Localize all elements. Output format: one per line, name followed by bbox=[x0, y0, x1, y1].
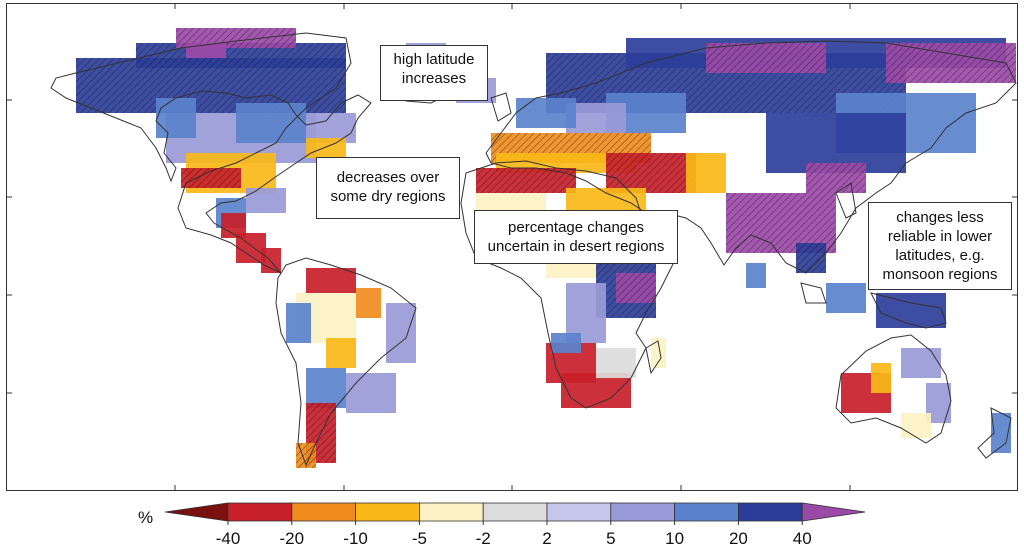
grid-cell-region bbox=[596, 348, 636, 378]
colorbar-tick-label: -10 bbox=[343, 529, 368, 548]
coastline bbox=[870, 292, 947, 329]
callout-line: latitudes, e.g. bbox=[895, 247, 985, 264]
callout-line: decreases over bbox=[336, 169, 440, 186]
grid-cell-region bbox=[326, 338, 356, 368]
callout-dry-regions: decreases over some dry regions bbox=[316, 157, 460, 219]
colorbar-bin bbox=[164, 502, 229, 522]
hatched-region bbox=[296, 443, 316, 468]
coastline bbox=[645, 340, 662, 375]
callout-monsoon: changes less reliable in lower latitudes… bbox=[868, 202, 1012, 290]
colorbar-tick-label: 2 bbox=[542, 529, 551, 548]
colorbar-tick-label: 10 bbox=[665, 529, 684, 548]
callout-line: reliable in lower bbox=[887, 228, 993, 245]
grid-cell-region bbox=[236, 103, 306, 143]
hatched-region bbox=[606, 153, 696, 193]
callout-line: uncertain in desert regions bbox=[487, 238, 665, 255]
colorbar-bin bbox=[291, 502, 356, 522]
grid-cell-region bbox=[516, 98, 576, 128]
colorbar-unit: % bbox=[138, 508, 153, 527]
map-ticks bbox=[6, 3, 1018, 491]
colorbar-bin bbox=[674, 502, 739, 522]
colorbar-bin bbox=[227, 502, 293, 522]
grid-cell-region bbox=[306, 138, 346, 158]
coastline bbox=[50, 32, 372, 274]
grid-cell-region bbox=[561, 373, 631, 408]
grid-cell-region bbox=[356, 288, 381, 318]
grid-cell-region bbox=[346, 373, 396, 413]
colorbar-tick-label: -40 bbox=[216, 529, 241, 548]
colorbar-bin bbox=[546, 502, 612, 522]
colorbar-bin bbox=[355, 502, 420, 522]
colorbar-tick-label: -20 bbox=[280, 529, 305, 548]
hatched-region bbox=[181, 168, 241, 188]
hatched-region bbox=[706, 43, 826, 73]
colorbar-bin bbox=[801, 502, 866, 522]
colorbar-tick-label: -2 bbox=[476, 529, 491, 548]
grid-cell-region bbox=[901, 348, 941, 378]
grid-cell-region bbox=[246, 188, 286, 213]
coastline bbox=[800, 282, 827, 304]
coastline bbox=[275, 257, 417, 467]
colorbar-tick-label: 20 bbox=[729, 529, 748, 548]
grid-cell-region bbox=[156, 98, 196, 138]
colorbar-legend: % -40 -20 -10 -5 -2 2 5 10 20 40 bbox=[138, 502, 866, 548]
callout-line: some dry regions bbox=[330, 188, 446, 205]
callout-line: monsoon regions bbox=[882, 266, 998, 283]
grid-cell-region bbox=[746, 263, 766, 288]
coastline bbox=[485, 40, 1017, 274]
colorbar-tick-label: 40 bbox=[793, 529, 812, 548]
colorbar-ticks: -40 -20 -10 -5 -2 2 5 10 20 40 bbox=[216, 521, 812, 548]
colorbar-bins bbox=[164, 502, 866, 522]
coastline bbox=[835, 182, 857, 219]
colorbar-bin bbox=[610, 502, 675, 522]
callout-line: increases bbox=[401, 70, 467, 87]
callout-line: high latitude bbox=[393, 51, 475, 68]
callout-line: changes less bbox=[896, 209, 984, 226]
grid-cell-region bbox=[286, 303, 311, 343]
hatched-region bbox=[886, 43, 1016, 83]
grid-cell-region bbox=[826, 283, 866, 313]
grid-cell-region bbox=[871, 363, 891, 393]
colorbar-bin bbox=[738, 502, 803, 522]
grid-cell-region bbox=[901, 413, 931, 438]
callout-line: percentage changes bbox=[508, 219, 644, 236]
grid-cell-region bbox=[306, 268, 356, 293]
grid-cell-region bbox=[386, 303, 416, 363]
colorbar-bin bbox=[482, 502, 548, 522]
grid-cell-region bbox=[876, 293, 946, 328]
colorbar-tick-label: -5 bbox=[412, 529, 427, 548]
grid-cell-region bbox=[306, 368, 346, 408]
coastline bbox=[490, 92, 512, 122]
callout-high-latitude: high latitude increases bbox=[380, 45, 488, 101]
coastline bbox=[977, 407, 1012, 459]
grid-cell-region bbox=[686, 153, 726, 193]
hatched-region bbox=[616, 273, 656, 303]
grid-cell-region bbox=[651, 338, 666, 368]
hatched-region bbox=[806, 163, 866, 193]
grid-cell-region bbox=[186, 43, 226, 58]
colorbar-tick-label: 5 bbox=[606, 529, 615, 548]
callout-desert: percentage changes uncertain in desert r… bbox=[474, 210, 678, 264]
coastline bbox=[835, 334, 952, 444]
colorbar-bin bbox=[418, 502, 484, 522]
grid-cell-region bbox=[551, 333, 581, 353]
